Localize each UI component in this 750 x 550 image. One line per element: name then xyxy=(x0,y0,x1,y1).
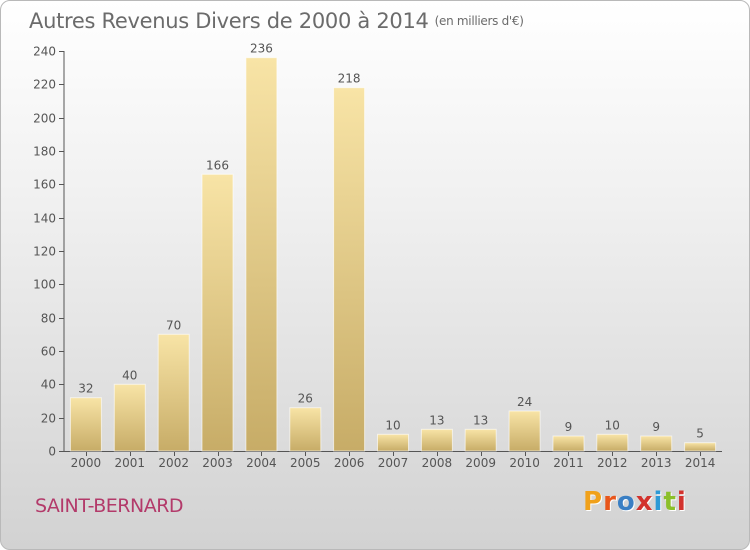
data-label-2000: 32 xyxy=(78,382,93,396)
x-tick-label-2000: 2000 xyxy=(71,456,102,470)
bar-2014 xyxy=(684,442,717,452)
data-label-2008: 13 xyxy=(429,413,444,427)
data-label-2011: 9 xyxy=(565,420,573,434)
y-tick-label: 60 xyxy=(41,345,56,359)
bar-2010 xyxy=(508,410,541,452)
x-tick-label-2013: 2013 xyxy=(641,456,672,470)
y-tick-label: 160 xyxy=(33,178,56,192)
chart-title-text: Autres Revenus Divers de 2000 à 2014 xyxy=(29,9,429,33)
data-label-2004: 236 xyxy=(250,42,273,56)
logo-letter: i xyxy=(676,487,687,517)
location-label: SAINT-BERNARD xyxy=(35,495,184,517)
chart-title: Autres Revenus Divers de 2000 à 2014 (en … xyxy=(29,9,524,33)
bar-2001 xyxy=(113,383,146,452)
x-tick-label-2007: 2007 xyxy=(378,456,409,470)
y-tick-label: 40 xyxy=(41,378,56,392)
y-tick-label: 240 xyxy=(33,45,56,59)
y-tick-label: 100 xyxy=(33,278,56,292)
logo-letter: i xyxy=(653,487,664,517)
bar-2013 xyxy=(640,435,673,452)
x-tick-label-2012: 2012 xyxy=(597,456,628,470)
y-tick-label: 0 xyxy=(48,445,56,459)
bar-2003 xyxy=(201,173,234,452)
data-label-2014: 5 xyxy=(696,427,704,441)
x-tick-label-2009: 2009 xyxy=(465,456,496,470)
y-tick-label: 120 xyxy=(33,245,56,259)
y-tick-label: 220 xyxy=(33,78,56,92)
bar-2002 xyxy=(157,333,190,452)
y-tick-label: 20 xyxy=(41,412,56,426)
bar-2005 xyxy=(289,407,322,452)
data-label-2013: 9 xyxy=(652,420,660,434)
bar-2011 xyxy=(552,435,585,452)
data-label-2002: 70 xyxy=(166,318,181,332)
bar-2006 xyxy=(333,87,366,452)
bar-2009 xyxy=(464,428,497,452)
logo-letter: o xyxy=(616,487,636,517)
y-tick-label: 180 xyxy=(33,145,56,159)
data-labels: 32 40 70 166 236 26 218 10 13 13 24 9 10 9 5 xyxy=(78,42,704,441)
x-tick-label-2002: 2002 xyxy=(158,456,189,470)
x-tick-label-2001: 2001 xyxy=(115,456,146,470)
x-tick-label-2006: 2006 xyxy=(334,456,365,470)
chart-unit: (en milliers d'€) xyxy=(434,14,524,28)
data-label-2006: 218 xyxy=(338,72,361,86)
y-tick-label: 140 xyxy=(33,212,56,226)
data-label-2009: 13 xyxy=(473,413,488,427)
data-label-2007: 10 xyxy=(385,418,400,432)
logo-letter: r xyxy=(603,487,617,517)
x-tick-label-2010: 2010 xyxy=(509,456,540,470)
logo-letter: t xyxy=(663,487,677,517)
y-tick-label: 200 xyxy=(33,112,56,126)
data-label-2005: 26 xyxy=(298,392,313,406)
data-label-2010: 24 xyxy=(517,395,532,409)
bars xyxy=(69,57,717,452)
bar-2007 xyxy=(377,433,409,452)
bar-2000 xyxy=(69,397,102,452)
x-tick-label-2011: 2011 xyxy=(553,456,584,470)
x-tick-label-2004: 2004 xyxy=(246,456,277,470)
logo-letter: x xyxy=(635,487,654,517)
data-label-2012: 10 xyxy=(605,418,620,432)
x-tick-label-2005: 2005 xyxy=(290,456,321,470)
x-axis: 2000 2001 2002 2003 2004 2005 2006 2007 2008 2009… xyxy=(64,451,722,470)
x-tick-label-2003: 2003 xyxy=(202,456,233,470)
y-tick-label: 80 xyxy=(41,312,56,326)
data-label-2003: 166 xyxy=(206,158,229,172)
data-label-2001: 40 xyxy=(122,368,137,382)
x-tick-label-2014: 2014 xyxy=(685,456,716,470)
bar-2012 xyxy=(596,433,629,452)
bar-2008 xyxy=(420,428,453,452)
logo-letter: P xyxy=(583,487,604,517)
x-tick-label-2008: 2008 xyxy=(422,456,453,470)
y-axis: 0 20 40 60 80 100 120 140 160 180 200 220 240 xyxy=(33,45,65,459)
proxiti-logo[interactable]: Proxiti xyxy=(583,487,687,517)
bar-2004 xyxy=(245,57,278,452)
